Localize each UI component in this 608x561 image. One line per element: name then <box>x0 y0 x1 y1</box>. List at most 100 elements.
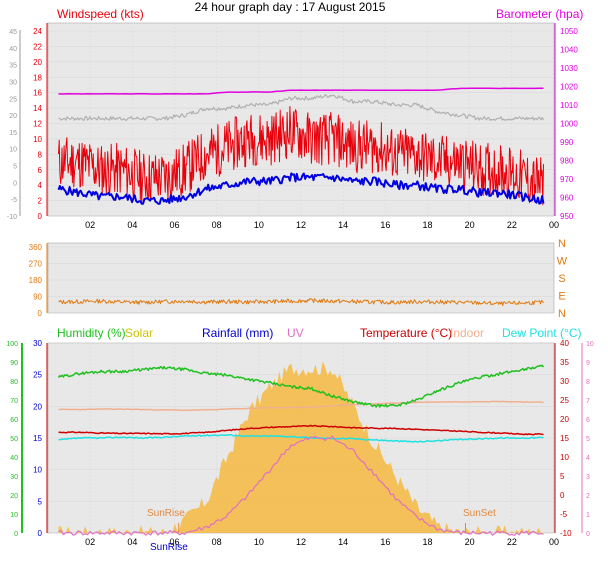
baro-tick-label: 990 <box>560 138 574 147</box>
solar-area <box>58 361 544 533</box>
baro-tick-label: 1040 <box>560 46 578 55</box>
grey-tick-label: -10 <box>7 214 17 221</box>
temp-tick-label: 25 <box>560 396 569 405</box>
x-tick-label: 02 <box>85 220 95 230</box>
climate-panel-series <box>57 364 545 536</box>
grey-tick-label: 5 <box>13 164 17 171</box>
wind-tick-label: 8 <box>38 150 43 159</box>
wind-panel-ticks: 0246810121416182022249509609709809901000… <box>7 27 578 221</box>
baro-tick-label: 1050 <box>560 27 578 36</box>
dir-tick-label: 90 <box>33 293 42 302</box>
temp-tick-label: 5 <box>560 472 565 481</box>
temp-tick-label: 15 <box>560 434 569 443</box>
x-tick-label: 00 <box>549 220 559 230</box>
temperature-line <box>58 424 544 436</box>
uv-tick-label: 7 <box>586 398 590 405</box>
temp-tick-label: 30 <box>560 377 569 386</box>
temp-tick-label: 20 <box>560 415 569 424</box>
x-tick-label: 10 <box>254 220 264 230</box>
grey-tick-label: -5 <box>11 197 17 204</box>
dir-tick-label: 0 <box>38 309 43 318</box>
indoor-temp-line <box>58 400 544 412</box>
x-tick-label: 06 <box>169 537 179 547</box>
grey-tick-label: 30 <box>9 79 17 86</box>
x-tick-label: 16 <box>380 220 390 230</box>
solar-tick-label: 5 <box>38 497 43 506</box>
chart-title: 24 hour graph day : 17 August 2015 <box>195 0 386 14</box>
climate-panel-xticks: 02 04 06 08 10 12 14 16 18 20 22 00 <box>85 537 559 547</box>
x-tick-label: 08 <box>212 537 222 547</box>
compass-label: N <box>558 238 566 250</box>
windspeed-line <box>58 106 544 206</box>
x-tick-label: 14 <box>338 220 348 230</box>
x-tick-label: 22 <box>507 537 517 547</box>
grey-tick-label: 25 <box>9 96 17 103</box>
humidity-tick-label: 80 <box>10 379 18 386</box>
grey-tick-label: 15 <box>9 130 17 137</box>
dir-tick-label: 270 <box>29 260 43 269</box>
x-tick-label: 16 <box>380 537 390 547</box>
compass-label: W <box>557 256 568 268</box>
uv-tick-label: 9 <box>586 360 590 367</box>
grey-tick-label: 45 <box>9 29 17 36</box>
x-tick-label: 00 <box>549 537 559 547</box>
x-tick-label: 18 <box>422 537 432 547</box>
humidity-tick-label: 40 <box>10 455 18 462</box>
temp-tick-label: 0 <box>560 491 565 500</box>
baro-tick-label: 960 <box>560 194 574 203</box>
humidity-tick-label: 100 <box>6 341 18 348</box>
windspeed-label: Windspeed (kts) <box>57 7 144 21</box>
temp-tick-label: 40 <box>560 339 569 348</box>
indoor-label: Indoor <box>450 326 484 340</box>
dir-tick-label: 360 <box>29 243 43 252</box>
uv-tick-label: 5 <box>586 436 590 443</box>
baro-tick-label: 950 <box>560 212 574 221</box>
wind-tick-label: 0 <box>38 212 43 221</box>
temp-tick-label: 10 <box>560 453 569 462</box>
humidity-tick-label: 60 <box>10 417 18 424</box>
grey-tick-label: 35 <box>9 63 17 70</box>
wind-direction-line <box>58 298 544 307</box>
humidity-tick-label: 20 <box>10 493 18 500</box>
wind-tick-label: 14 <box>33 104 42 113</box>
x-tick-label: 14 <box>338 537 348 547</box>
temp-tick-label: -10 <box>560 529 572 538</box>
solar-tick-label: 25 <box>33 371 42 380</box>
uv-line <box>58 435 544 536</box>
wind-tick-label: 10 <box>33 135 42 144</box>
uv-label: UV <box>287 326 304 340</box>
humidity-tick-label: 30 <box>10 474 18 481</box>
temperature-label: Temperature (°C) <box>360 326 452 340</box>
climate-legend: Humidity (%) Solar Rainfall (mm) UV Temp… <box>57 326 581 340</box>
wind-tick-label: 2 <box>38 197 43 206</box>
baro-tick-label: 1010 <box>560 101 578 110</box>
barometer-label: Barometer (hpa) <box>496 7 583 21</box>
x-tick-label: 18 <box>422 220 432 230</box>
baro-tick-label: 1000 <box>560 120 578 129</box>
x-tick-label: 20 <box>465 537 475 547</box>
compass-label: E <box>558 291 565 303</box>
grey-tick-label: 20 <box>9 113 17 120</box>
temp-tick-label: -5 <box>560 510 568 519</box>
humidity-tick-label: 90 <box>10 360 18 367</box>
solar-tick-label: 20 <box>33 402 42 411</box>
uv-tick-label: 0 <box>586 531 590 538</box>
solar-area-fill <box>58 361 544 533</box>
dewpoint-label: Dew Point (°C) <box>502 326 581 340</box>
barometer-line <box>58 87 544 95</box>
humidity-tick-label: 10 <box>10 512 18 519</box>
x-tick-label: 20 <box>465 220 475 230</box>
solar-tick-label: 10 <box>33 466 42 475</box>
wind-tick-label: 24 <box>33 27 42 36</box>
baro-tick-label: 980 <box>560 157 574 166</box>
wind-tick-label: 12 <box>33 120 42 129</box>
humidity-tick-label: 50 <box>10 436 18 443</box>
grey-tick-label: 10 <box>9 147 17 154</box>
x-tick-label: 08 <box>212 220 222 230</box>
uv-tick-label: 2 <box>586 493 590 500</box>
baro-tick-label: 1020 <box>560 83 578 92</box>
x-tick-label: 10 <box>254 537 264 547</box>
compass-label: S <box>558 273 565 285</box>
wind-average-line <box>57 172 545 205</box>
